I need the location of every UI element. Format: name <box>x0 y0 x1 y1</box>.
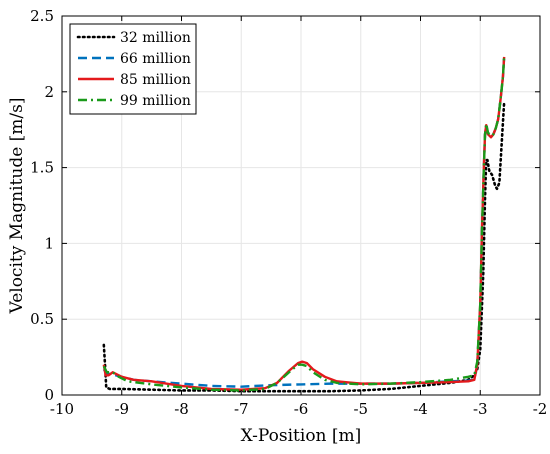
y-tick-label: 2 <box>44 83 54 101</box>
y-tick-label: 1 <box>44 234 54 252</box>
x-tick-label: -4 <box>413 400 428 418</box>
series-line-3 <box>102 56 506 391</box>
series-line-4 <box>102 55 506 392</box>
x-tick-label: -7 <box>234 400 249 418</box>
legend-label: 99 million <box>120 93 191 109</box>
legend-label: 66 million <box>120 51 191 67</box>
legend-label: 85 million <box>120 72 191 88</box>
x-tick-label: -2 <box>533 400 548 418</box>
y-tick-label: 1.5 <box>30 159 54 177</box>
series-line-1 <box>102 101 506 393</box>
y-tick-label: 0 <box>44 386 54 404</box>
x-tick-label: -10 <box>50 400 74 418</box>
axis-ticks <box>61 15 541 396</box>
x-tick-label: -9 <box>114 400 129 418</box>
x-tick-label: -3 <box>473 400 488 418</box>
x-tick-label: -6 <box>294 400 309 418</box>
series-lines <box>102 55 506 393</box>
x-axis-label: X-Position [m] <box>241 426 362 446</box>
y-axis-label: Velocity Magnitude [m/s] <box>7 97 27 314</box>
x-tick-label: -8 <box>174 400 189 418</box>
grid <box>61 15 541 396</box>
legend: 32 million 66 million 85 million 99 million <box>69 23 197 115</box>
tick-labels: -10 -9 -8 -7 -6 -5 -4 -3 -2 0 0.5 1 1.5 2 2.5 <box>30 7 547 418</box>
y-tick-label: 2.5 <box>30 7 54 25</box>
legend-label: 32 million <box>120 30 191 46</box>
y-tick-label: 0.5 <box>30 310 54 328</box>
x-tick-label: -5 <box>353 400 368 418</box>
